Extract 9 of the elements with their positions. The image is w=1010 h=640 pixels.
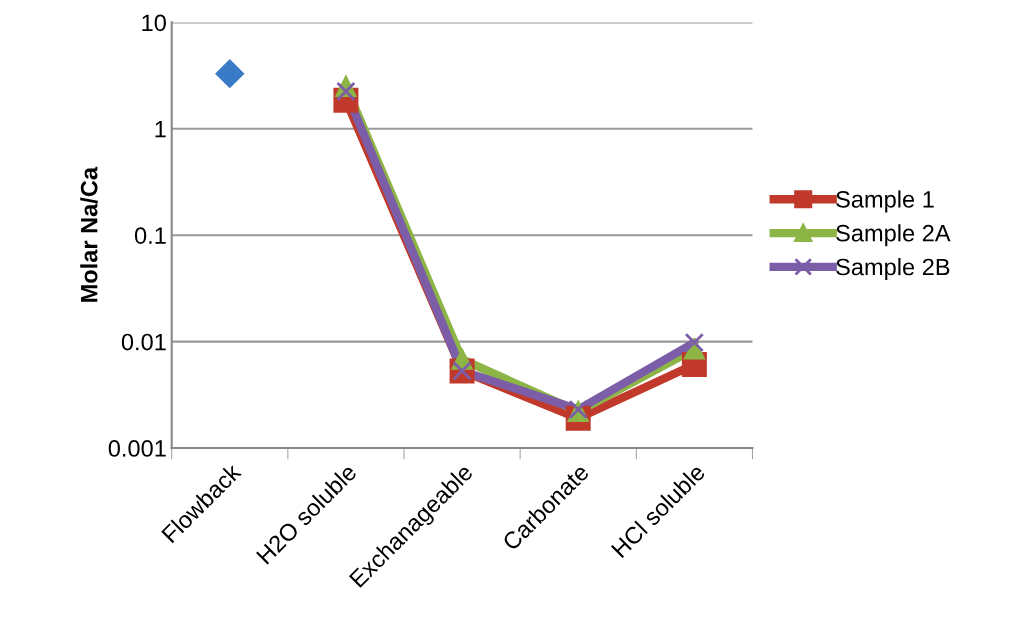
y-tick-label: 0.01 — [121, 333, 166, 351]
legend-label: Sample 2B — [836, 258, 950, 281]
y-axis-title: Molar Na/Ca — [80, 166, 98, 302]
y-tick-label: 0.1 — [134, 227, 166, 244]
y-tick-label: 1 — [155, 121, 166, 138]
y-tick-label: 10 — [142, 14, 166, 32]
legend-label: Sample 2A — [836, 224, 951, 247]
legend-label: Sample 1 — [836, 190, 934, 213]
y-tick-label: 0.001 — [108, 440, 166, 457]
